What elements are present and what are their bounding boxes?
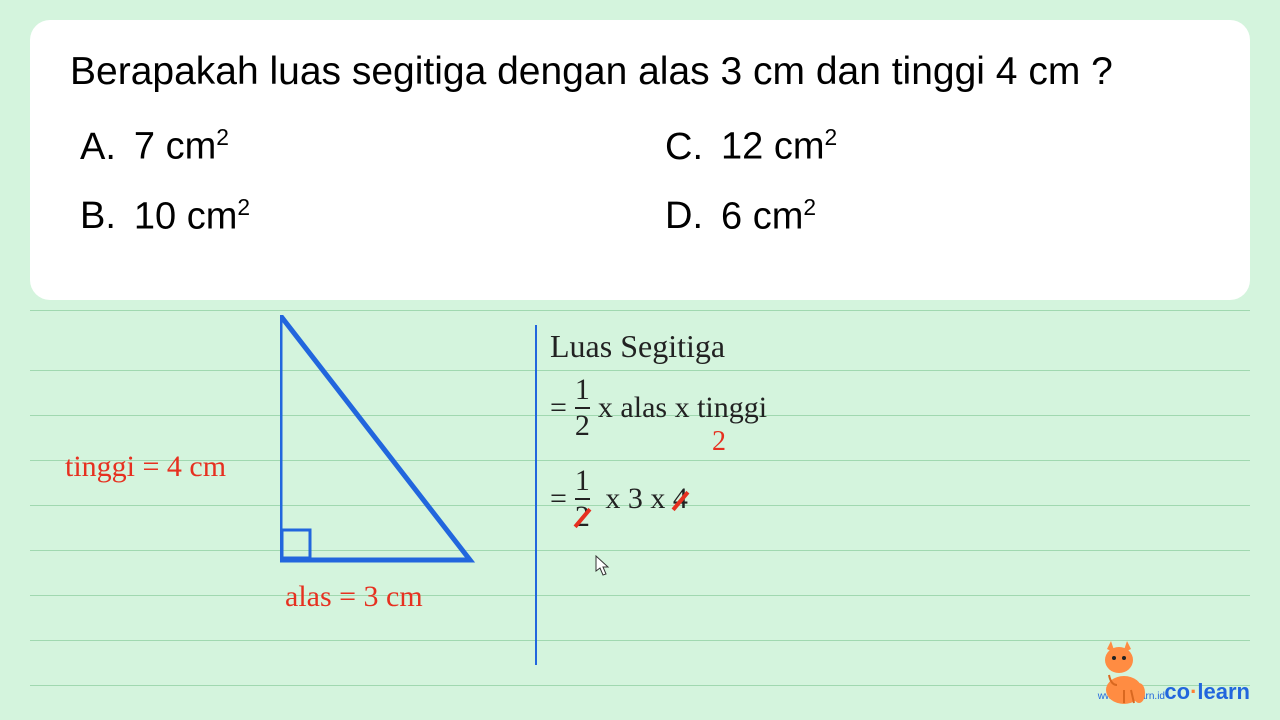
triangle-svg bbox=[280, 315, 480, 570]
equation-substitution: = 1 2 x 3 x 4 2 bbox=[550, 466, 767, 532]
answer-value: 12 cm2 bbox=[721, 124, 837, 169]
right-angle-icon bbox=[282, 530, 310, 558]
answers-grid: A. 7 cm2 C. 12 cm2 B. 10 cm2 D. 6 cm2 bbox=[70, 124, 1210, 238]
question-card: Berapakah luas segitiga dengan alas 3 cm… bbox=[30, 20, 1250, 300]
answer-a: A. 7 cm2 bbox=[80, 124, 625, 169]
answer-d: D. 6 cm2 bbox=[665, 194, 1210, 239]
triangle-diagram bbox=[280, 315, 480, 575]
base-label: alas = 3 cm bbox=[285, 580, 423, 614]
fraction-half: 1 2 bbox=[575, 375, 590, 441]
ruled-line bbox=[30, 310, 1250, 311]
crossed-denominator: 2 bbox=[575, 498, 590, 532]
ruled-line bbox=[30, 685, 1250, 686]
equation-formula: = 1 2 x alas x tinggi bbox=[550, 375, 767, 441]
answer-letter: A. bbox=[80, 126, 116, 169]
cursor-icon bbox=[595, 555, 611, 577]
answer-value: 6 cm2 bbox=[721, 194, 816, 239]
answer-b: B. 10 cm2 bbox=[80, 194, 625, 239]
brand-text: co·learn bbox=[1164, 679, 1250, 705]
ruled-line bbox=[30, 595, 1250, 596]
simplified-result: 2 bbox=[712, 426, 726, 458]
triangle-shape bbox=[280, 315, 470, 560]
answer-c: C. 12 cm2 bbox=[665, 124, 1210, 169]
cat-mascot-icon bbox=[1089, 635, 1154, 705]
crossed-four: 4 bbox=[673, 482, 688, 516]
workspace: tinggi = 4 cm alas = 3 cm Luas Segitiga … bbox=[30, 310, 1250, 700]
question-text: Berapakah luas segitiga dengan alas 3 cm… bbox=[70, 50, 1210, 94]
answer-letter: D. bbox=[665, 195, 703, 238]
answer-letter: B. bbox=[80, 195, 116, 238]
height-label: tinggi = 4 cm bbox=[65, 450, 226, 484]
vertical-divider bbox=[535, 325, 537, 665]
answer-value: 10 cm2 bbox=[134, 194, 250, 239]
solution-work: Luas Segitiga = 1 2 x alas x tinggi = 1 … bbox=[550, 328, 767, 557]
answer-value: 7 cm2 bbox=[134, 124, 229, 169]
solution-title: Luas Segitiga bbox=[550, 328, 767, 365]
answer-letter: C. bbox=[665, 126, 703, 169]
ruled-line bbox=[30, 640, 1250, 641]
brand-logo: co·learn bbox=[1089, 635, 1250, 705]
fraction-half-crossed: 1 2 bbox=[575, 466, 590, 532]
